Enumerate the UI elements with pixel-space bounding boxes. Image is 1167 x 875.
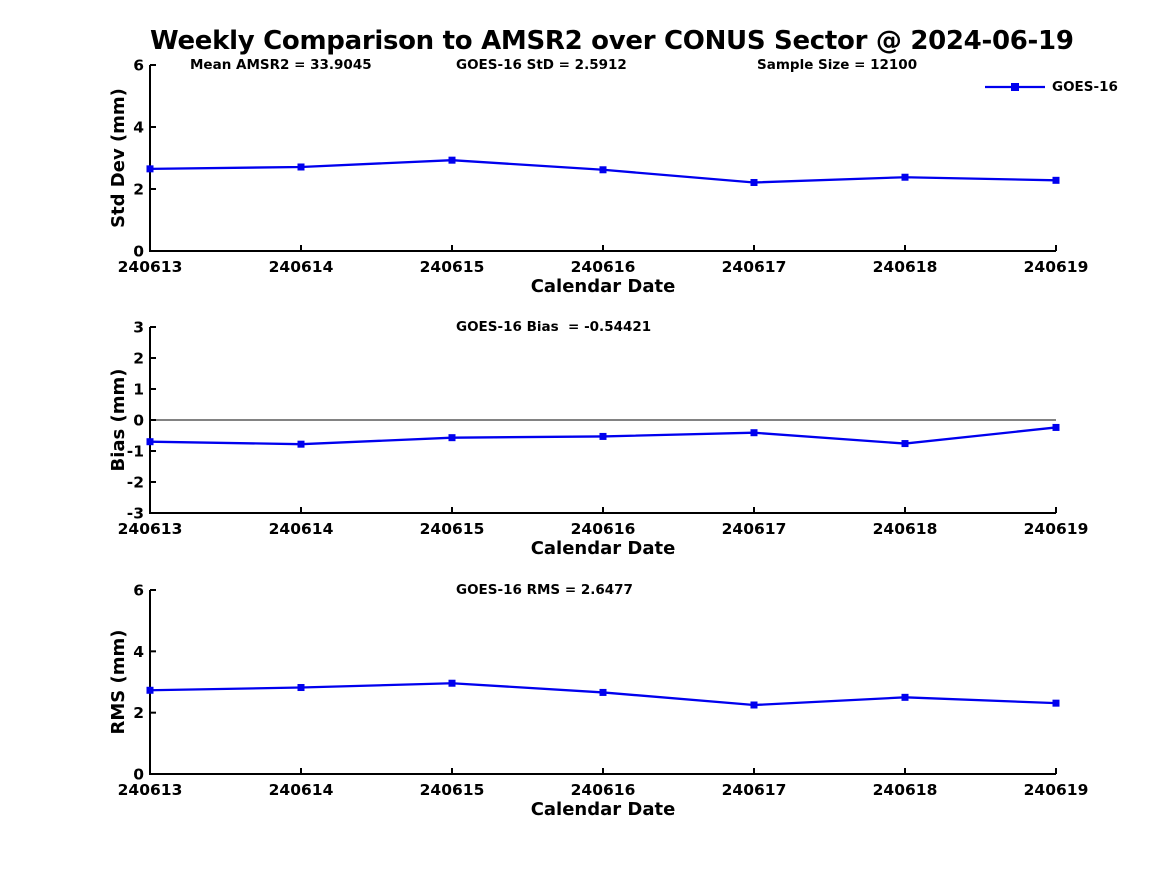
data-marker	[1052, 699, 1060, 707]
subplot-rms: 0 2 4 6 240613 240614 240615 240616 240617 240618…	[108, 582, 1088, 821]
stat-annotation: GOES-16 RMS = 2.6477	[456, 582, 633, 598]
y-tick-label: 0	[133, 766, 144, 784]
data-marker	[599, 432, 607, 440]
data-marker	[599, 688, 607, 696]
y-tick-label: 0	[133, 243, 144, 261]
x-tick-label: 240617	[722, 258, 787, 276]
x-tick-label: 240616	[571, 520, 636, 538]
data-marker	[146, 438, 154, 446]
stat-annotation: GOES-16 Bias = -0.54421	[456, 319, 651, 335]
x-tick-label: 240617	[722, 781, 787, 799]
y-tick-label: 0	[133, 412, 144, 430]
x-tick-label: 240613	[118, 781, 183, 799]
data-marker	[750, 701, 758, 709]
data-marker	[1052, 176, 1060, 184]
x-tick-label: 240613	[118, 258, 183, 276]
x-tick-label: 240619	[1024, 781, 1089, 799]
x-tick-label: 240618	[873, 520, 938, 538]
x-tick-label: 240613	[118, 520, 183, 538]
x-tick-label: 240614	[269, 520, 334, 538]
stat-annotation: Mean AMSR2 = 33.9045	[190, 57, 372, 73]
y-tick-label: 2	[133, 704, 144, 722]
data-marker	[901, 173, 909, 181]
data-marker	[448, 434, 456, 442]
legend-line-icon	[985, 83, 1045, 91]
y-tick-label: 4	[133, 643, 144, 661]
subplot-bias: -3 -2 -1 0 1 2 3 240613 240614 240615 240616 240617…	[108, 319, 1088, 560]
x-tick-label: 240615	[420, 258, 485, 276]
data-marker	[750, 178, 758, 186]
data-marker	[146, 165, 154, 173]
x-tick-label: 240617	[722, 520, 787, 538]
figure-title: Weekly Comparison to AMSR2 over CONUS Se…	[150, 26, 1074, 56]
x-tick-label: 240618	[873, 258, 938, 276]
x-tick-label: 240615	[420, 781, 485, 799]
x-axis-label: Calendar Date	[531, 276, 676, 297]
data-marker	[297, 684, 305, 692]
data-marker	[901, 693, 909, 701]
y-axis-label: Bias (mm)	[108, 369, 129, 472]
x-axis-label: Calendar Date	[531, 538, 676, 559]
x-tick-label: 240616	[571, 258, 636, 276]
y-tick-label: 1	[133, 381, 144, 399]
stat-annotation: Sample Size = 12100	[757, 57, 917, 73]
data-marker	[750, 429, 758, 437]
subplot-std-dev: 0 2 4 6 240613 240614 240615 240616 240617 240618…	[108, 57, 1088, 298]
y-tick-label: 6	[133, 57, 144, 75]
y-tick-label: 3	[133, 319, 144, 337]
y-axis-label: RMS (mm)	[108, 630, 129, 735]
legend-marker-icon	[1011, 83, 1019, 91]
data-marker	[297, 163, 305, 171]
legend-label: GOES-16	[1052, 79, 1118, 95]
data-marker	[1052, 423, 1060, 431]
x-tick-label: 240619	[1024, 258, 1089, 276]
stat-annotation: GOES-16 StD = 2.5912	[456, 57, 627, 73]
x-tick-label: 240614	[269, 781, 334, 799]
y-tick-label: 2	[133, 181, 144, 199]
x-tick-label: 240615	[420, 520, 485, 538]
y-tick-label: -1	[127, 443, 144, 461]
x-tick-label: 240614	[269, 258, 334, 276]
y-tick-label: -2	[127, 474, 144, 492]
x-tick-label: 240619	[1024, 520, 1089, 538]
x-tick-label: 240616	[571, 781, 636, 799]
y-tick-label: 2	[133, 350, 144, 368]
y-axis-label: Std Dev (mm)	[108, 88, 129, 228]
axes-spines	[149, 590, 1056, 775]
x-tick-label: 240618	[873, 781, 938, 799]
data-marker	[599, 166, 607, 174]
axes-spines	[149, 65, 1056, 252]
y-tick-label: 4	[133, 119, 144, 137]
y-tick-label: 6	[133, 582, 144, 600]
data-marker	[901, 440, 909, 448]
x-axis-label: Calendar Date	[531, 799, 676, 820]
data-marker	[448, 156, 456, 164]
data-marker	[146, 686, 154, 694]
legend: GOES-16	[983, 79, 1118, 95]
y-tick-label: -3	[127, 505, 144, 523]
data-marker	[297, 440, 305, 448]
data-marker	[448, 679, 456, 687]
